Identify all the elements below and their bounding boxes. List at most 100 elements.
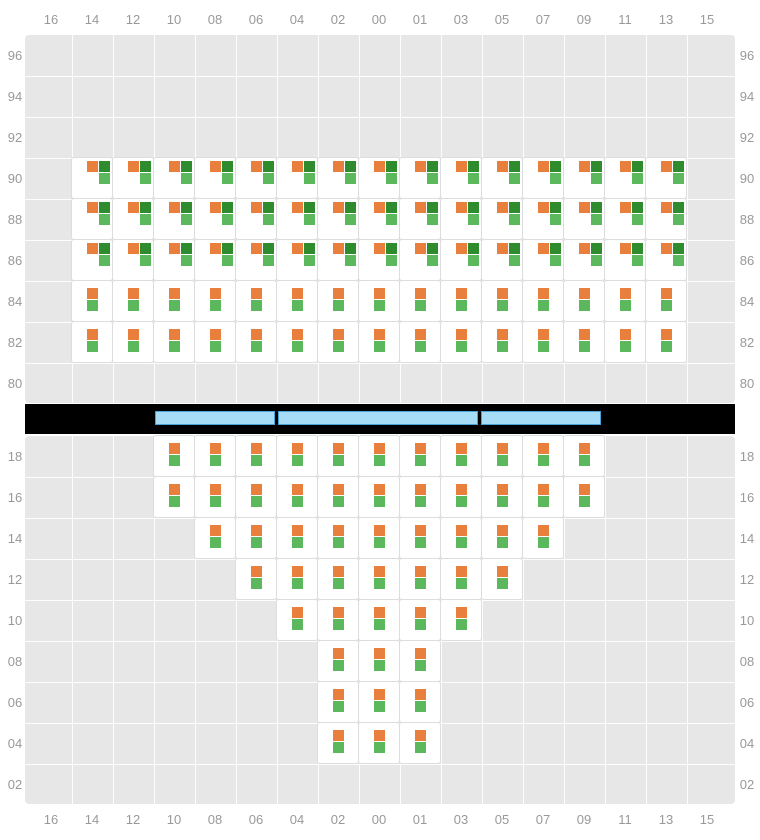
seat-84-08[interactable] — [195, 281, 235, 321]
seat-86-00[interactable] — [359, 240, 399, 280]
seat-04-02[interactable] — [318, 723, 358, 763]
seat-84-03[interactable] — [441, 281, 481, 321]
seat-82-00[interactable] — [359, 322, 399, 362]
seat-18-00[interactable] — [359, 436, 399, 476]
seat-84-11[interactable] — [605, 281, 645, 321]
seat-90-06[interactable] — [236, 158, 276, 198]
seat-88-13[interactable] — [646, 199, 686, 239]
seat-88-01[interactable] — [400, 199, 440, 239]
seat-84-13[interactable] — [646, 281, 686, 321]
seat-88-03[interactable] — [441, 199, 481, 239]
seat-18-01[interactable] — [400, 436, 440, 476]
seat-82-05[interactable] — [482, 322, 522, 362]
seat-82-14[interactable] — [72, 322, 112, 362]
seat-90-02[interactable] — [318, 158, 358, 198]
seat-14-02[interactable] — [318, 518, 358, 558]
seat-86-02[interactable] — [318, 240, 358, 280]
seat-88-02[interactable] — [318, 199, 358, 239]
seat-90-00[interactable] — [359, 158, 399, 198]
seat-90-12[interactable] — [113, 158, 153, 198]
seat-10-02[interactable] — [318, 600, 358, 640]
seat-90-07[interactable] — [523, 158, 563, 198]
seat-84-09[interactable] — [564, 281, 604, 321]
seat-84-00[interactable] — [359, 281, 399, 321]
seat-86-07[interactable] — [523, 240, 563, 280]
seat-18-02[interactable] — [318, 436, 358, 476]
seat-82-09[interactable] — [564, 322, 604, 362]
seat-10-04[interactable] — [277, 600, 317, 640]
seat-16-08[interactable] — [195, 477, 235, 517]
seat-12-06[interactable] — [236, 559, 276, 599]
seat-16-02[interactable] — [318, 477, 358, 517]
seat-12-01[interactable] — [400, 559, 440, 599]
seat-82-08[interactable] — [195, 322, 235, 362]
seat-86-05[interactable] — [482, 240, 522, 280]
seat-88-00[interactable] — [359, 199, 399, 239]
seat-84-01[interactable] — [400, 281, 440, 321]
seat-84-14[interactable] — [72, 281, 112, 321]
seat-90-01[interactable] — [400, 158, 440, 198]
seat-90-03[interactable] — [441, 158, 481, 198]
seat-84-07[interactable] — [523, 281, 563, 321]
seat-88-12[interactable] — [113, 199, 153, 239]
seat-12-02[interactable] — [318, 559, 358, 599]
seat-08-00[interactable] — [359, 641, 399, 681]
seat-88-06[interactable] — [236, 199, 276, 239]
seat-14-00[interactable] — [359, 518, 399, 558]
seat-90-09[interactable] — [564, 158, 604, 198]
seat-04-01[interactable] — [400, 723, 440, 763]
seat-90-04[interactable] — [277, 158, 317, 198]
seat-18-04[interactable] — [277, 436, 317, 476]
seat-90-14[interactable] — [72, 158, 112, 198]
seat-82-02[interactable] — [318, 322, 358, 362]
seat-12-03[interactable] — [441, 559, 481, 599]
seat-88-10[interactable] — [154, 199, 194, 239]
seat-18-08[interactable] — [195, 436, 235, 476]
seat-90-08[interactable] — [195, 158, 235, 198]
seat-14-06[interactable] — [236, 518, 276, 558]
seat-10-00[interactable] — [359, 600, 399, 640]
seat-16-10[interactable] — [154, 477, 194, 517]
seat-86-11[interactable] — [605, 240, 645, 280]
seat-86-01[interactable] — [400, 240, 440, 280]
seat-90-13[interactable] — [646, 158, 686, 198]
seat-12-05[interactable] — [482, 559, 522, 599]
seat-16-03[interactable] — [441, 477, 481, 517]
seat-82-03[interactable] — [441, 322, 481, 362]
seat-18-06[interactable] — [236, 436, 276, 476]
seat-88-11[interactable] — [605, 199, 645, 239]
seat-86-13[interactable] — [646, 240, 686, 280]
seat-86-14[interactable] — [72, 240, 112, 280]
seat-06-00[interactable] — [359, 682, 399, 722]
seat-90-05[interactable] — [482, 158, 522, 198]
seat-82-13[interactable] — [646, 322, 686, 362]
seat-14-04[interactable] — [277, 518, 317, 558]
seat-06-02[interactable] — [318, 682, 358, 722]
seat-04-00[interactable] — [359, 723, 399, 763]
seat-16-09[interactable] — [564, 477, 604, 517]
seat-16-01[interactable] — [400, 477, 440, 517]
seat-14-07[interactable] — [523, 518, 563, 558]
seat-84-05[interactable] — [482, 281, 522, 321]
seat-16-07[interactable] — [523, 477, 563, 517]
seat-16-06[interactable] — [236, 477, 276, 517]
seat-88-14[interactable] — [72, 199, 112, 239]
seat-82-01[interactable] — [400, 322, 440, 362]
seat-88-07[interactable] — [523, 199, 563, 239]
seat-08-02[interactable] — [318, 641, 358, 681]
seat-18-03[interactable] — [441, 436, 481, 476]
seat-12-00[interactable] — [359, 559, 399, 599]
seat-84-04[interactable] — [277, 281, 317, 321]
seat-88-08[interactable] — [195, 199, 235, 239]
seat-06-01[interactable] — [400, 682, 440, 722]
seat-84-10[interactable] — [154, 281, 194, 321]
seat-16-04[interactable] — [277, 477, 317, 517]
seat-86-08[interactable] — [195, 240, 235, 280]
seat-18-10[interactable] — [154, 436, 194, 476]
seat-86-03[interactable] — [441, 240, 481, 280]
seat-08-01[interactable] — [400, 641, 440, 681]
seat-18-05[interactable] — [482, 436, 522, 476]
seat-82-06[interactable] — [236, 322, 276, 362]
seat-82-04[interactable] — [277, 322, 317, 362]
seat-10-01[interactable] — [400, 600, 440, 640]
